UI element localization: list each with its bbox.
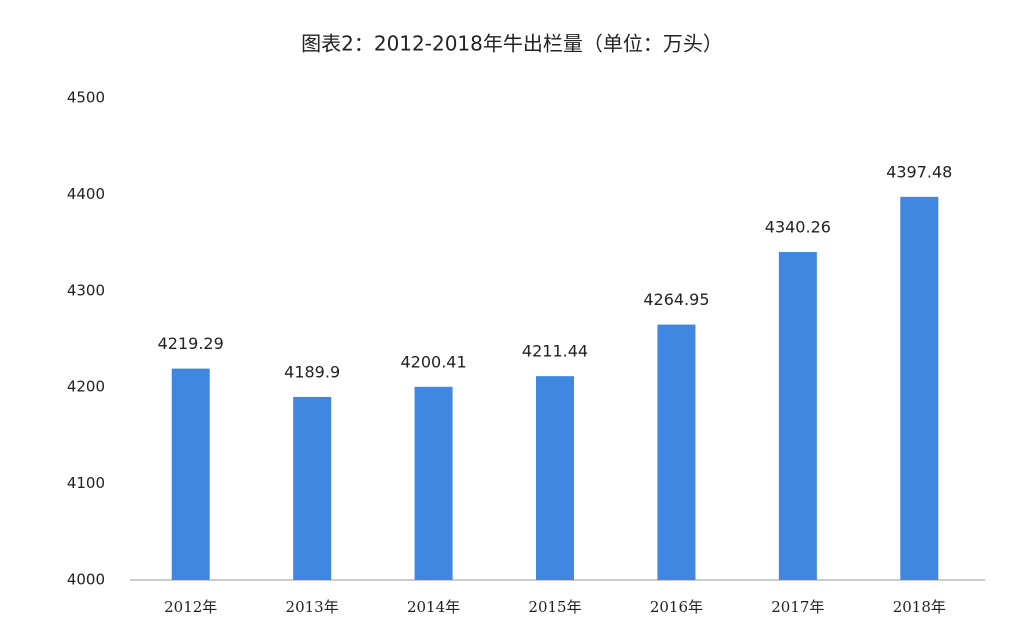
value-label: 4211.44: [522, 342, 588, 361]
y-tick-label: 4000: [67, 571, 105, 589]
x-tick-label: 2014年: [407, 598, 460, 616]
bar: [778, 251, 817, 580]
value-label: 4264.95: [643, 290, 709, 309]
x-tick-label: 2017年: [771, 598, 824, 616]
value-label: 4189.9: [284, 362, 340, 381]
x-tick-label: 2016年: [650, 598, 703, 616]
bar: [657, 324, 696, 580]
x-tick-label: 2013年: [286, 598, 339, 616]
y-tick-label: 4200: [67, 378, 105, 396]
value-label: 4397.48: [886, 162, 952, 181]
x-tick-label: 2015年: [528, 598, 581, 616]
bar: [293, 396, 332, 580]
y-tick-label: 4100: [67, 474, 105, 492]
y-tick-label: 4400: [67, 185, 105, 203]
x-tick-label: 2018年: [893, 598, 946, 616]
bar: [536, 376, 574, 580]
x-tick-label: 2012年: [164, 598, 217, 616]
value-label: 4200.41: [400, 352, 466, 371]
value-label: 4219.29: [158, 334, 224, 353]
chart-title: 图表2：2012-2018年牛出栏量（单位：万头）: [301, 32, 723, 56]
y-tick-label: 4500: [67, 89, 105, 107]
y-tick-label: 4300: [67, 281, 105, 299]
value-label: 4340.26: [765, 217, 831, 236]
bar: [900, 196, 939, 580]
bar: [171, 368, 210, 580]
bar: [414, 386, 453, 580]
